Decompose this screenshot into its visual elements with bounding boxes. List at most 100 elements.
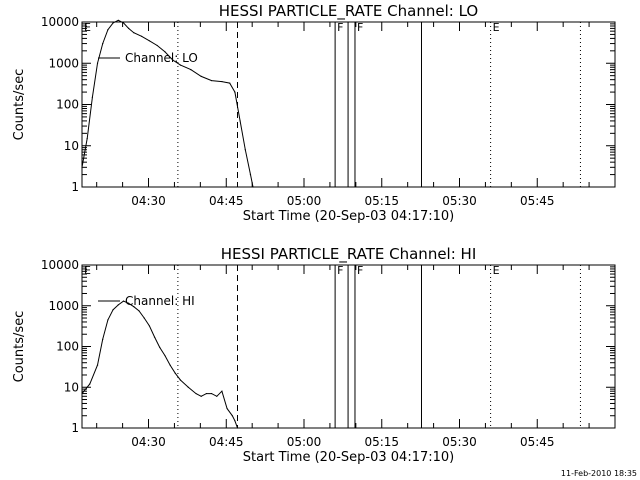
x-tick-label: 04:30 — [131, 435, 166, 449]
data-point — [179, 379, 182, 381]
data-point — [164, 354, 166, 357]
data-point — [234, 420, 236, 422]
event-marker-label: F — [337, 264, 343, 277]
event-marker-label: E — [84, 21, 91, 34]
data-point — [96, 364, 99, 366]
data-point — [112, 22, 114, 24]
x-tick-label: 05:30 — [442, 435, 477, 449]
data-point — [122, 22, 125, 24]
data-point — [187, 386, 189, 388]
data-point — [210, 79, 213, 82]
data-point — [236, 427, 239, 429]
x-tick-label: 05:15 — [364, 194, 399, 208]
data-point — [107, 29, 109, 31]
data-point — [164, 51, 166, 53]
data-point — [112, 309, 114, 311]
series-line-counts — [81, 300, 238, 429]
data-point — [229, 82, 231, 84]
chart-title: HESSI PARTICLE_RATE Channel: HI — [221, 245, 477, 264]
generation-timestamp: 11-Feb-2010 18:35 — [561, 469, 637, 478]
data-point — [210, 392, 213, 395]
x-tick-label: 04:45 — [209, 435, 244, 449]
x-tick-label: 05:30 — [442, 194, 477, 208]
data-point — [148, 325, 150, 327]
y-tick-label: 1000 — [48, 56, 79, 70]
data-point — [221, 80, 223, 83]
event-marker-label: E — [493, 21, 500, 34]
y-axis-label: Counts/sec — [12, 311, 27, 383]
data-point — [244, 149, 246, 151]
data-point — [81, 392, 83, 395]
data-point — [133, 32, 135, 34]
data-point — [239, 120, 241, 122]
data-point — [216, 395, 218, 397]
chart-title: HESSI PARTICLE_RATE Channel: LO — [219, 2, 478, 21]
data-point — [231, 415, 233, 417]
y-tick-label: 10000 — [41, 15, 79, 29]
x-axis-label: Start Time (20-Sep-03 04:17:10) — [243, 450, 454, 465]
data-point — [226, 407, 228, 410]
event-marker-label: E — [493, 264, 500, 277]
data-point — [86, 137, 88, 140]
y-axis-label: Counts/sec — [12, 69, 27, 141]
data-point — [96, 62, 99, 64]
event-marker-label: F — [357, 21, 363, 34]
data-point — [179, 64, 182, 66]
data-point — [102, 338, 104, 340]
data-point — [195, 392, 197, 395]
data-point — [128, 27, 130, 29]
data-point — [81, 166, 83, 168]
x-tick-label: 05:15 — [364, 435, 399, 449]
y-tick-label: 100 — [56, 98, 79, 112]
data-point — [153, 336, 156, 338]
chart-panel-hi: HESSI PARTICLE_RATE Channel: HI Start Ti… — [12, 245, 616, 465]
data-point — [174, 372, 176, 374]
y-tick-label: 1 — [71, 421, 79, 435]
y-tick-label: 10000 — [41, 258, 79, 272]
y-tick-label: 1000 — [48, 299, 79, 313]
data-point — [143, 317, 145, 319]
event-marker-label: F — [357, 264, 363, 277]
data-point — [122, 300, 125, 302]
data-point — [89, 383, 91, 385]
x-tick-label: 05:45 — [520, 194, 555, 208]
data-point — [107, 319, 109, 321]
data-point — [249, 173, 252, 176]
data-point — [141, 35, 143, 37]
data-point — [117, 19, 119, 21]
data-point — [128, 302, 130, 304]
data-point — [102, 42, 104, 45]
data-point — [169, 364, 171, 366]
x-tick-label: 05:00 — [287, 435, 322, 449]
x-axis-label: Start Time (20-Sep-03 04:17:10) — [243, 209, 454, 224]
data-point — [234, 91, 236, 93]
data-point — [91, 96, 93, 98]
y-tick-label: 100 — [56, 340, 79, 354]
data-point — [200, 75, 202, 77]
data-point — [133, 306, 135, 308]
y-tick-label: 1 — [71, 180, 79, 194]
y-tick-label: 10 — [64, 380, 79, 394]
x-tick-label: 05:45 — [520, 435, 555, 449]
chart-panel-lo: HESSI PARTICLE_RATE Channel: LO Start Ti… — [12, 2, 616, 224]
data-point — [172, 59, 174, 61]
y-tick-label: 10 — [64, 139, 79, 153]
data-point — [200, 395, 202, 397]
x-tick-label: 05:00 — [287, 194, 322, 208]
legend-label: Channel: LO — [125, 51, 198, 65]
x-tick-label: 04:45 — [209, 194, 244, 208]
event-marker-label: E — [84, 264, 91, 277]
data-point — [138, 310, 140, 312]
data-point — [156, 44, 158, 47]
data-point — [159, 346, 161, 349]
data-point — [205, 392, 207, 395]
data-point — [190, 69, 192, 71]
x-tick-label: 04:30 — [131, 194, 166, 208]
data-point — [252, 186, 254, 188]
event-marker-label: F — [337, 21, 343, 34]
legend-label: Channel: HI — [125, 294, 195, 308]
data-point — [221, 390, 223, 392]
data-point — [117, 304, 119, 306]
